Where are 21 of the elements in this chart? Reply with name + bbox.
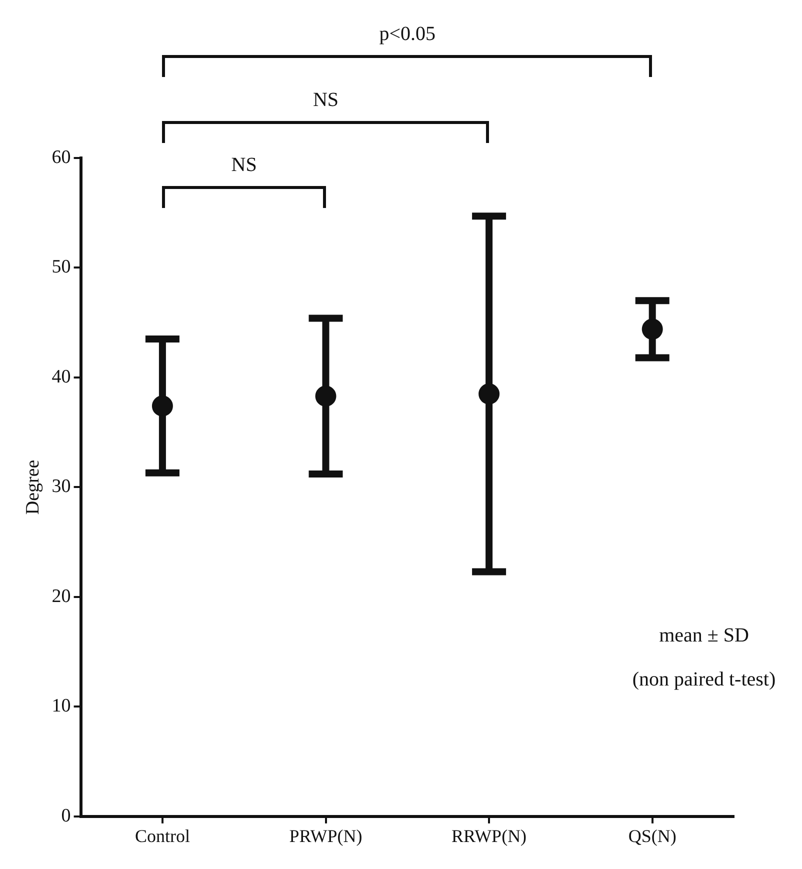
point bbox=[478, 383, 500, 404]
y-tick-label: 10 bbox=[52, 696, 71, 717]
x-tick-label: QS(N) bbox=[628, 826, 676, 846]
point bbox=[315, 386, 336, 407]
x-tick-label: Control bbox=[134, 826, 190, 846]
x-tick-label: RRWP(N) bbox=[452, 826, 527, 846]
annotation: (non paired t-test) bbox=[632, 668, 776, 690]
annotation: NS bbox=[230, 154, 258, 177]
y-tick-label: 30 bbox=[52, 476, 71, 498]
y-tick-label: 60 bbox=[52, 146, 71, 168]
point bbox=[152, 396, 173, 416]
x-tick-label: PRWP(N) bbox=[289, 826, 362, 846]
y-tick-label: 0 bbox=[61, 805, 71, 826]
y-axis-title: Degree bbox=[22, 460, 44, 515]
text: p<0.05 bbox=[378, 23, 437, 46]
y-tick-label: 50 bbox=[52, 256, 71, 278]
y-tick-label: 40 bbox=[52, 366, 71, 388]
text: NS bbox=[312, 89, 340, 112]
annotation: mean ± SD bbox=[659, 624, 749, 646]
y-tick-label: 20 bbox=[52, 586, 71, 607]
point bbox=[642, 318, 663, 340]
